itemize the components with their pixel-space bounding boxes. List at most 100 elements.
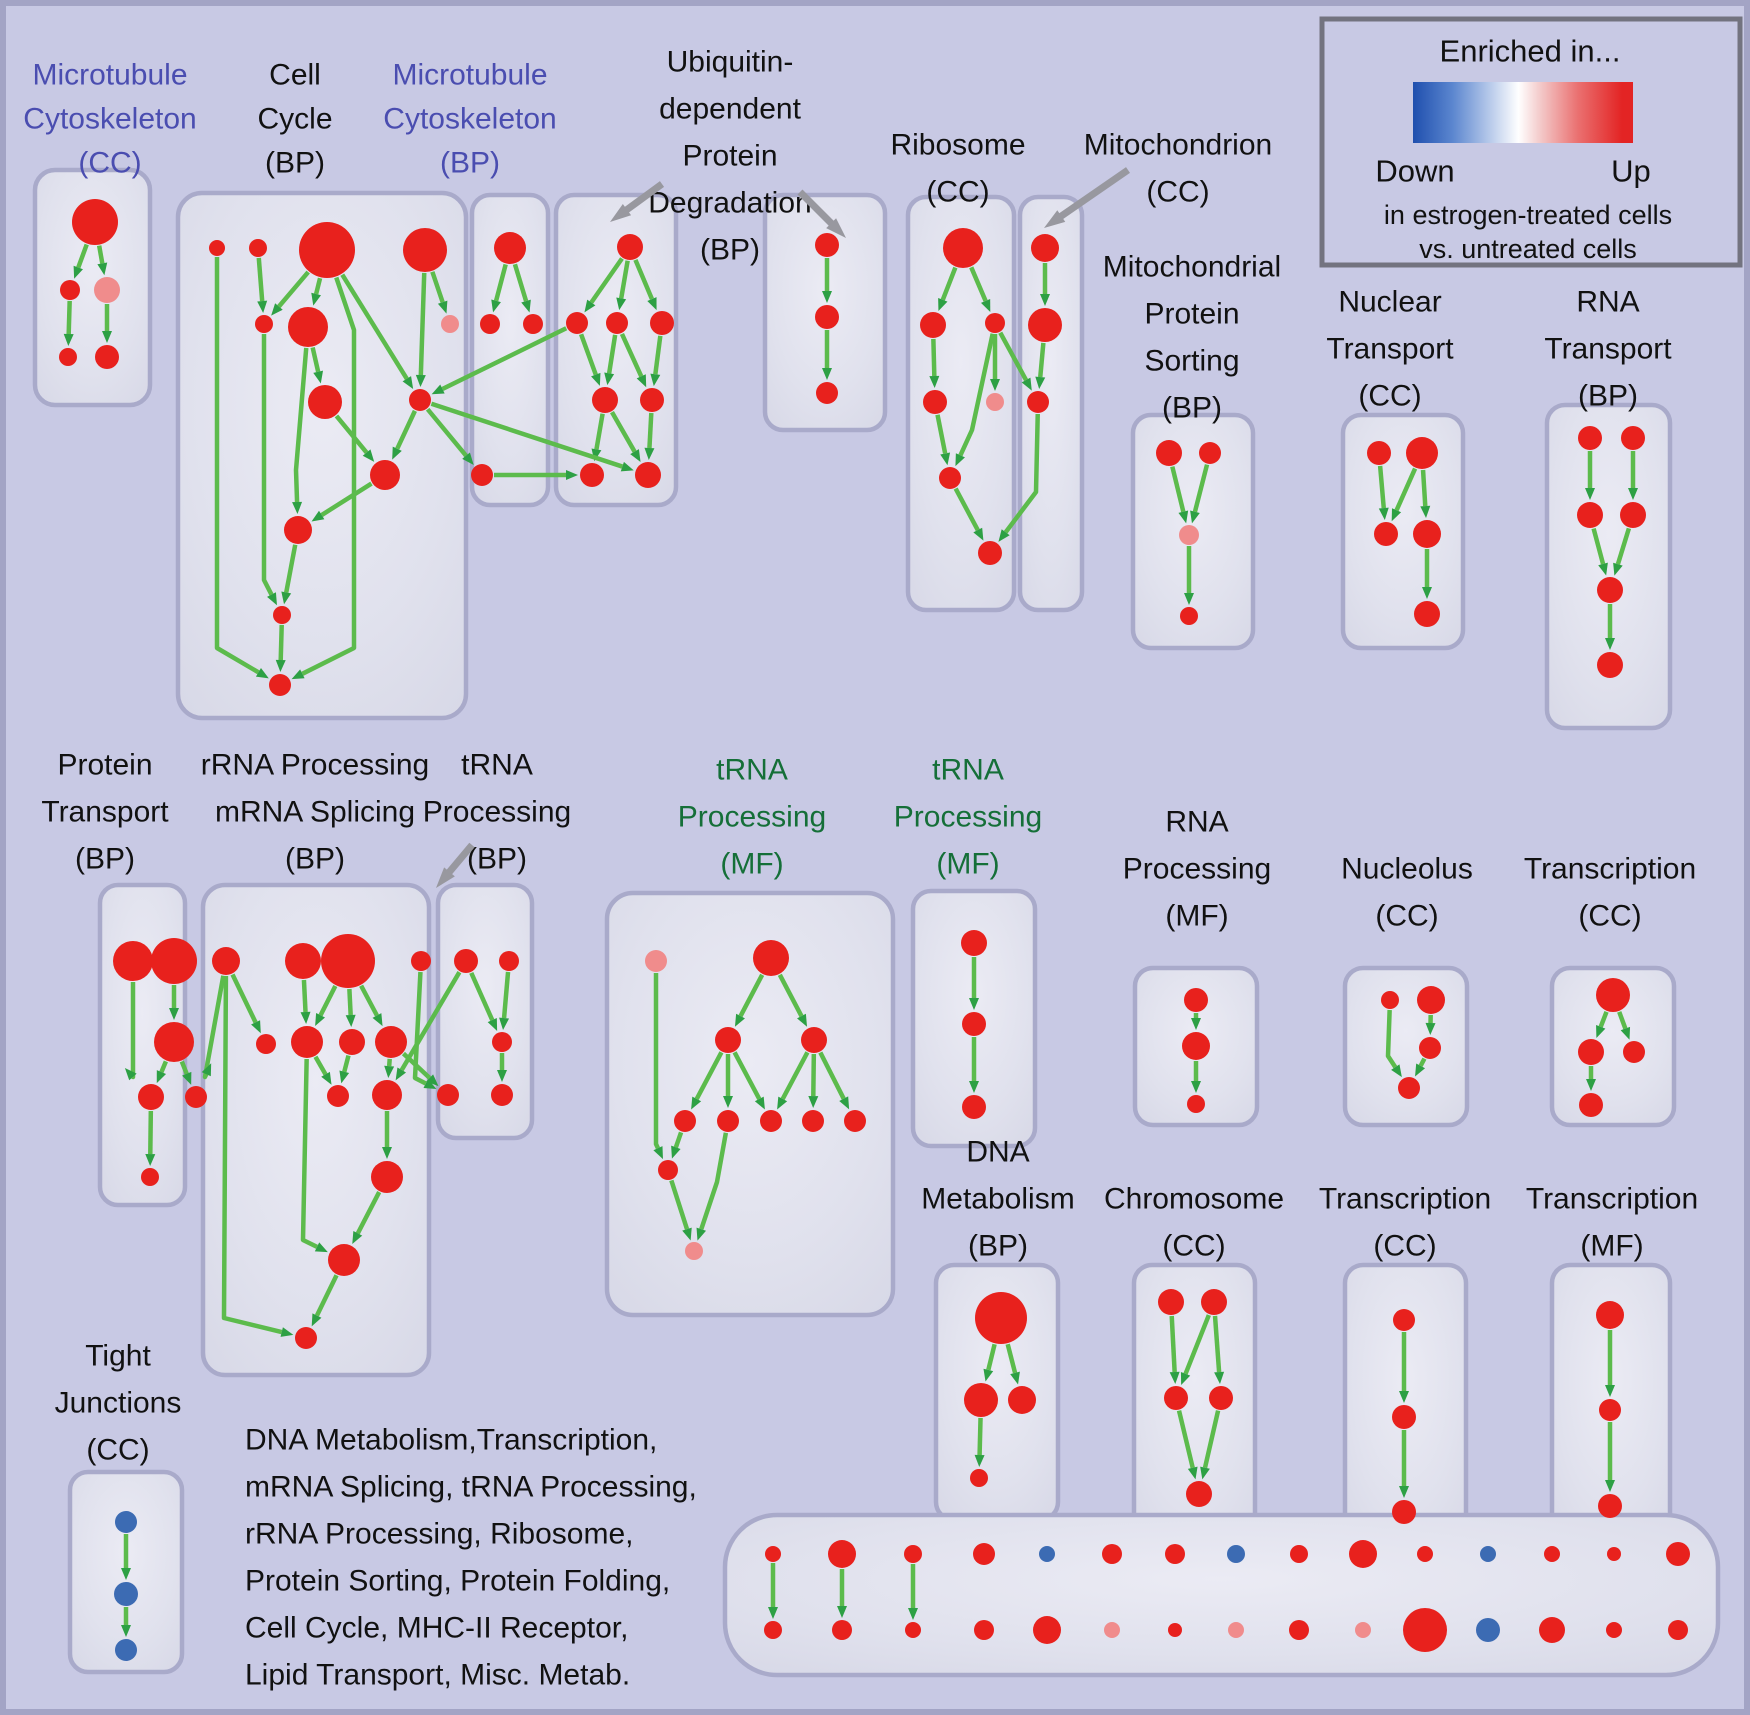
edge-arrow (1005, 1343, 1020, 1385)
edge-arrow (256, 257, 268, 314)
go-term-node (1476, 1618, 1500, 1642)
cluster-box-transcription-cc (1549, 965, 1677, 1128)
go-term-node (371, 1161, 403, 1193)
edge-arrow (499, 971, 511, 1031)
cluster-label-cell-cycle-bp: Cycle (257, 103, 332, 136)
go-term-node (764, 1621, 782, 1639)
cluster-label-ribosome-cc: (CC) (926, 176, 989, 209)
go-term-node (715, 1027, 741, 1053)
cluster-label-trna-processing-bp: (BP) (467, 843, 527, 876)
edge-arrow (998, 413, 1040, 542)
go-term-node (295, 1327, 317, 1349)
legend-subtitle-line2: vs. untreated cells (1419, 234, 1637, 264)
edge-arrow (512, 263, 531, 313)
edge-arrow (291, 276, 357, 680)
edge-arrow (584, 257, 624, 313)
cluster-label-rrna-processing-mrna-splicing-bp: rRNA Processing (201, 749, 429, 782)
edge-arrow (392, 409, 417, 460)
edge-arrow (201, 975, 226, 1080)
cluster-label-trna-processing-bp: tRNA (461, 749, 533, 782)
go-term-node (471, 464, 493, 486)
go-term-node (964, 1383, 998, 1417)
mixed-terms-annotation-line: mRNA Splicing, tRNA Processing, (245, 1471, 697, 1504)
go-term-node (1598, 1494, 1622, 1518)
cluster-label-trna-processing-mf-small: Processing (894, 801, 1042, 834)
go-term-node (1621, 426, 1645, 450)
go-term-node (1184, 988, 1208, 1012)
pointer-arrow-icon (797, 189, 846, 239)
legend-gradient-bar (1413, 82, 1633, 143)
edge-arrow (808, 1053, 819, 1108)
cluster-box-microtubule-cytoskeleton-bp (469, 192, 551, 508)
go-term-node (1381, 991, 1399, 1009)
go-term-node (975, 1292, 1027, 1344)
pointer-arrow-icon (436, 842, 475, 889)
edge-arrow (311, 481, 373, 522)
cluster-label-dna-metabolism-bp: Metabolism (921, 1183, 1074, 1216)
go-term-node (1579, 1093, 1603, 1117)
go-term-node (480, 314, 500, 334)
go-term-node (1403, 1608, 1447, 1652)
go-term-node (905, 1622, 921, 1638)
edge-arrow (359, 984, 383, 1027)
go-term-node (138, 1084, 164, 1110)
cluster-label-protein-transport-bp: Transport (41, 796, 169, 829)
edge-arrow (953, 487, 984, 541)
edge-arrow (653, 973, 663, 1160)
cluster-label-nucleolus-cc: Nucleolus (1341, 853, 1473, 886)
go-term-node (617, 234, 643, 260)
edge-arrow (935, 414, 951, 466)
go-term-node (1417, 1546, 1433, 1562)
go-term-node (291, 1026, 323, 1058)
go-term-node (816, 382, 838, 404)
cluster-label-rna-transport-bp: Transport (1544, 333, 1672, 366)
cluster-label-ubiquitin-degradation-bp-left: Degradation (648, 187, 811, 220)
edge-arrow (955, 333, 995, 467)
go-term-node (249, 239, 267, 257)
go-term-node (60, 280, 80, 300)
network-nodes (59, 199, 1690, 1661)
edge-arrow (1420, 469, 1431, 519)
go-term-node (437, 1084, 459, 1106)
cluster-label-transcription-cc: (CC) (1578, 900, 1641, 933)
go-term-node (72, 199, 118, 245)
edge-arrow (644, 412, 655, 461)
go-term-node (1290, 1545, 1308, 1563)
edge-arrow (261, 334, 277, 606)
go-term-node (943, 228, 983, 268)
edge-arrow (96, 245, 108, 276)
edge-arrow (214, 257, 269, 679)
cluster-label-transcription-mf: (MF) (1580, 1230, 1643, 1263)
go-term-node (920, 312, 946, 338)
go-term-node (209, 240, 225, 256)
go-term-node (1578, 1039, 1604, 1065)
edge-arrow (998, 331, 1032, 391)
go-term-node (1578, 426, 1602, 450)
cluster-label-microtubule-cytoskeleton-cc: (CC) (78, 147, 141, 180)
edge-arrow (1169, 1315, 1180, 1385)
go-term-node (1607, 1547, 1621, 1561)
edge-arrow (974, 1417, 985, 1468)
go-term-node (1227, 1545, 1245, 1563)
go-term-node (494, 232, 526, 264)
cluster-box-nucleolus-cc (1342, 965, 1470, 1128)
go-term-node (321, 934, 375, 988)
edge-arrow (1176, 1410, 1198, 1480)
go-term-node (606, 312, 628, 334)
edge-arrow (310, 346, 324, 384)
go-term-node (650, 311, 674, 335)
edge-arrow (696, 1132, 729, 1241)
go-term-node (115, 1639, 137, 1661)
cluster-label-ribosome-cc: Ribosome (890, 129, 1025, 162)
go-term-node (1102, 1544, 1122, 1564)
go-term-node (1599, 1399, 1621, 1421)
edge-arrow (669, 1179, 692, 1241)
go-term-node (1480, 1546, 1496, 1562)
cluster-label-mitochondrial-protein-sorting-bp: Mitochondrial (1103, 251, 1281, 284)
go-term-node (491, 1084, 513, 1106)
cluster-label-tight-junctions-cc: Junctions (55, 1387, 182, 1420)
cluster-label-rna-processing-mf: (MF) (1165, 900, 1228, 933)
cluster-label-ubiquitin-degradation-bp-left: dependent (659, 93, 801, 126)
go-term-node (815, 305, 839, 329)
go-term-node (592, 387, 618, 413)
